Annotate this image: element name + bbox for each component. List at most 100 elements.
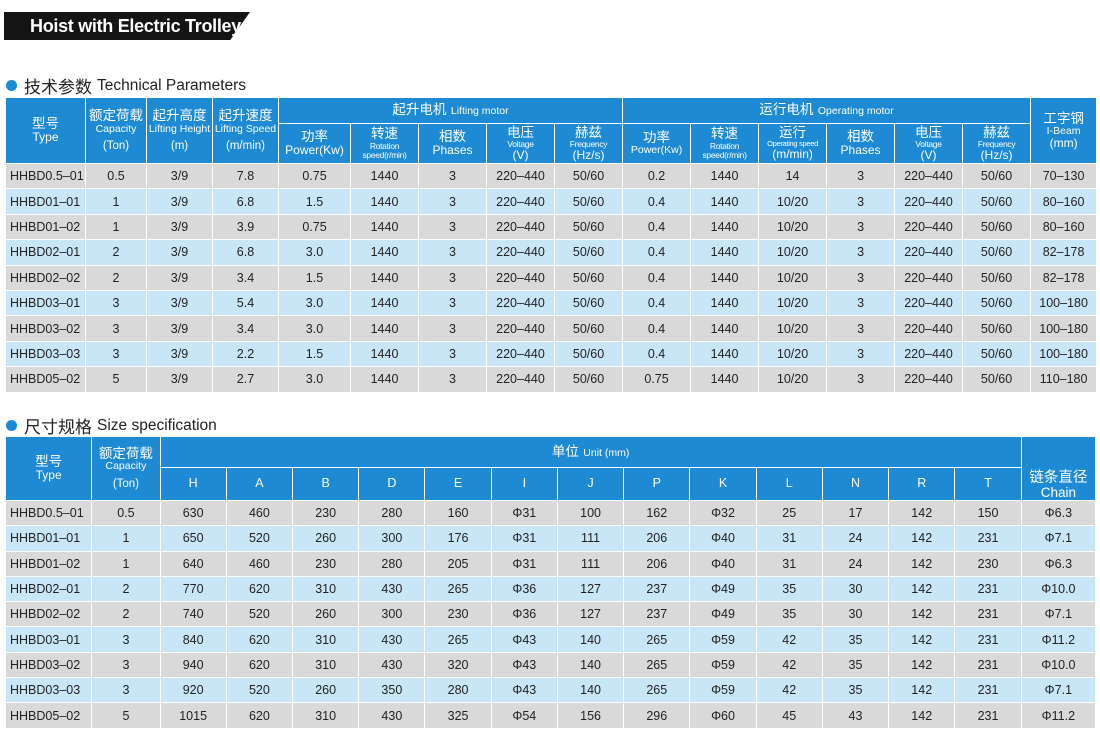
size-dim-header: P: [624, 468, 691, 501]
table-cell: 231: [955, 602, 1022, 628]
table-cell: 0.4: [623, 214, 692, 241]
table-cell: 0.5: [86, 164, 147, 190]
table-row: HHBD01–01 1 3/9 6.8 1.5 1440 3 220–440 50/60 0.4 1…: [6, 189, 1098, 215]
table-cell: 3.0: [279, 290, 351, 317]
table-cell: 231: [955, 703, 1022, 729]
table-cell: 350: [359, 678, 426, 704]
model-cell: HHBD0.5–01: [6, 164, 86, 190]
table-cell: 3.4: [213, 265, 279, 291]
table-cell: 280: [359, 551, 426, 577]
table-cell: 265: [425, 576, 492, 603]
table-cell: Φ10.0: [1021, 576, 1096, 603]
table-cell: 3.0: [279, 316, 351, 342]
table-cell: 5.4: [213, 290, 279, 317]
technical-parameters-table: 型号 Type 额定荷载 Capacity (Ton) 起升高度 Lifting Hei…: [6, 98, 1098, 393]
table-cell: 3: [419, 316, 487, 342]
table-cell: 140: [557, 678, 625, 704]
table-cell: 1: [86, 189, 147, 215]
table-cell: 2: [86, 265, 147, 291]
model-cell: HHBD02–02: [6, 602, 93, 628]
table-row: HHBD03–02 3 3/9 3.4 3.0 1440 3 220–440 50/60 0.4 1…: [6, 316, 1098, 342]
table-cell: Φ7.1: [1021, 602, 1096, 628]
table-cell: 220–440: [895, 341, 964, 368]
table-cell: 520: [226, 526, 293, 552]
table-cell: 1440: [351, 290, 419, 317]
table-cell: 50/60: [555, 265, 624, 291]
table-cell: 3: [92, 627, 161, 653]
table-cell: 111: [557, 551, 625, 577]
table-cell: 3: [92, 678, 161, 704]
model-cell: HHBD05–02: [6, 703, 93, 729]
table-cell: 1440: [691, 367, 760, 393]
table-cell: 82–178: [1031, 265, 1098, 291]
size-dim-header: D: [359, 468, 426, 501]
table-cell: Φ49: [690, 602, 757, 628]
table-cell: 0.4: [623, 265, 692, 291]
table-cell: 24: [822, 526, 890, 552]
table-cell: 24: [822, 551, 890, 577]
table-cell: 0.5: [92, 501, 161, 527]
table-cell: 650: [160, 526, 227, 552]
table-cell: 42: [756, 652, 823, 679]
table-cell: 3: [419, 214, 487, 241]
table-cell: 237: [624, 602, 691, 628]
model-cell: HHBD01–02: [6, 214, 86, 241]
table-row: HHBD02–02 2 3/9 3.4 1.5 1440 3 220–440 50/60 0.4 1…: [6, 265, 1098, 291]
model-cell: HHBD03–02: [6, 652, 93, 679]
table-cell: 630: [160, 501, 227, 527]
tech-title-cn: 技术参数: [24, 78, 92, 97]
table-cell: 430: [359, 703, 426, 729]
table-cell: 10/20: [759, 341, 828, 368]
table-cell: 260: [293, 602, 360, 628]
table-cell: 920: [160, 678, 227, 704]
table-cell: 35: [822, 652, 890, 679]
table-cell: 3: [827, 367, 896, 393]
table-cell: 50/60: [963, 189, 1032, 215]
table-cell: 520: [226, 602, 293, 628]
table-cell: 50/60: [963, 214, 1032, 241]
table-cell: 3: [419, 265, 487, 291]
table-cell: 3: [827, 214, 896, 241]
table-cell: 50/60: [963, 367, 1032, 393]
table-cell: 220–440: [895, 367, 964, 393]
table-cell: 1440: [351, 189, 419, 215]
table-cell: 1440: [351, 316, 419, 342]
table-cell: 50/60: [555, 164, 624, 190]
technical-parameters-body: HHBD0.5–01 0.5 3/9 7.8 0.75 1440 3 220–440 50/60…: [6, 164, 1098, 393]
table-cell: 10/20: [759, 290, 828, 317]
table-cell: 50/60: [555, 367, 624, 393]
table-cell: 0.75: [623, 367, 692, 393]
model-cell: HHBD05–02: [6, 367, 86, 393]
table-cell: 50/60: [555, 316, 624, 342]
table-cell: 150: [955, 501, 1022, 527]
table-cell: 142: [889, 576, 956, 603]
table-cell: 430: [359, 627, 426, 653]
table-row: HHBD02–01 2 3/9 6.8 3.0 1440 3 220–440 50/60 0.4 1…: [6, 240, 1098, 266]
table-cell: 220–440: [895, 316, 964, 342]
table-cell: 140: [557, 652, 625, 679]
table-cell: 231: [955, 627, 1022, 653]
table-cell: 260: [293, 526, 360, 552]
table-cell: 260: [293, 678, 360, 704]
table-cell: 82–178: [1031, 240, 1098, 266]
operating-motor-header: 运行电机 Operating motor: [623, 98, 1032, 124]
table-cell: 231: [955, 652, 1022, 679]
table-row: HHBD03–01 3 840 620 310 430 265 Φ43 140 265 Φ59 42 3…: [6, 627, 1096, 653]
table-cell: 1440: [691, 290, 760, 317]
table-cell: 0.75: [279, 214, 351, 241]
table-cell: 620: [226, 652, 293, 679]
table-cell: 5: [92, 703, 161, 729]
table-row: HHBD05–02 5 1015 620 310 430 325 Φ54 156 296 Φ60 45…: [6, 703, 1096, 729]
table-cell: 206: [624, 551, 691, 577]
table-cell: 310: [293, 627, 360, 653]
table-cell: 3: [827, 341, 896, 368]
table-cell: 3: [419, 164, 487, 190]
table-cell: 3.4: [213, 316, 279, 342]
table-cell: 10/20: [759, 240, 828, 266]
table-cell: 142: [889, 627, 956, 653]
table-cell: 0.4: [623, 189, 692, 215]
table-cell: 2: [92, 576, 161, 603]
table-row: HHBD02–02 2 740 520 260 300 230 Φ36 127 237 Φ49 35 3…: [6, 602, 1096, 628]
table-cell: 50/60: [555, 290, 624, 317]
table-cell: 3: [827, 189, 896, 215]
